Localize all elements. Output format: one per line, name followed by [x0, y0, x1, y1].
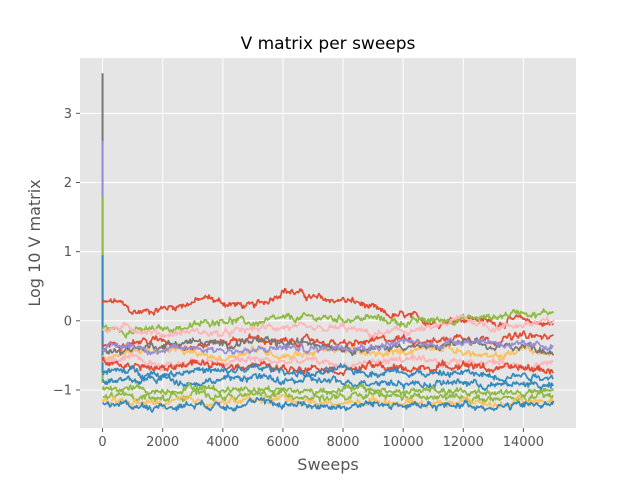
tick-layer: 0 2000 4000 6000 8000 10000 12000 14000 −1 0 1 2 3: [53, 107, 544, 450]
series-line-2: [101, 308, 555, 339]
series-line-15: [101, 396, 555, 413]
y-tick-label: 2: [64, 176, 72, 191]
x-tick-label: 6000: [266, 435, 299, 450]
x-tick-label: 10000: [382, 435, 423, 450]
y-tick-label: −1: [53, 383, 72, 398]
series-line-9: [101, 356, 554, 377]
x-axis-label: Sweeps: [297, 455, 358, 474]
y-tick-label: 0: [64, 314, 72, 329]
y-tick-label: 3: [64, 107, 72, 122]
chart-title: V matrix per sweeps: [241, 34, 416, 54]
x-tick-label: 2000: [146, 435, 179, 450]
y-axis-label: Log 10 V matrix: [25, 179, 44, 306]
x-tick-label: 12000: [443, 435, 484, 450]
series-line-10: [102, 362, 554, 383]
series-line-12: [101, 381, 555, 398]
x-tick-label: 14000: [503, 435, 544, 450]
x-tick-label: 8000: [326, 435, 359, 450]
series-layer: [101, 73, 555, 413]
series-line-3: [101, 314, 555, 339]
x-tick-label: 4000: [206, 435, 239, 450]
y-tick-label: 1: [64, 245, 72, 260]
series-line-7: [101, 337, 554, 356]
x-tick-label: 0: [98, 435, 106, 450]
series-line-14: [101, 393, 555, 410]
series-line-11: [101, 372, 554, 392]
